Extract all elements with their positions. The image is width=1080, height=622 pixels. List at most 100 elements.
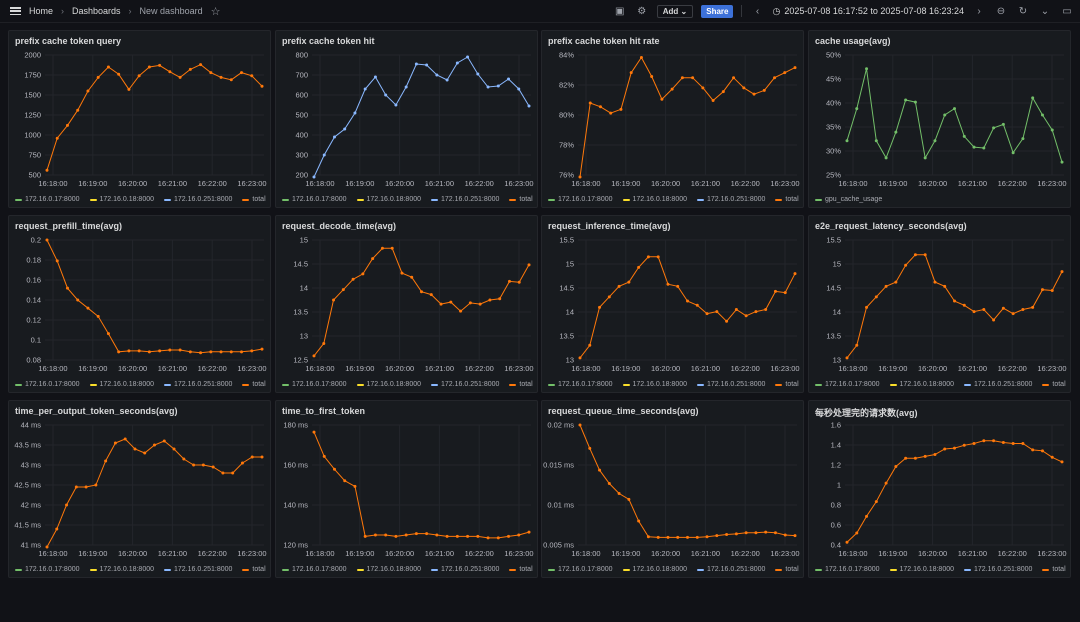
data-point[interactable] [855, 107, 859, 111]
data-point[interactable] [322, 454, 326, 458]
data-point[interactable] [250, 74, 254, 78]
data-point[interactable] [384, 93, 388, 97]
data-point[interactable] [845, 540, 849, 544]
data-point[interactable] [764, 307, 768, 311]
data-point[interactable] [1011, 312, 1015, 316]
data-point[interactable] [972, 145, 976, 149]
data-point[interactable] [1040, 113, 1044, 117]
data-point[interactable] [231, 471, 235, 475]
data-point[interactable] [732, 76, 736, 80]
legend-item[interactable]: 172.16.0.17:8000 [548, 381, 613, 388]
data-point[interactable] [953, 107, 956, 111]
data-point[interactable] [414, 62, 418, 66]
data-point[interactable] [527, 104, 531, 108]
data-point[interactable] [455, 61, 459, 65]
data-point[interactable] [86, 306, 90, 310]
data-point[interactable] [629, 71, 633, 75]
data-point[interactable] [715, 310, 719, 314]
legend-item[interactable]: 172.16.0.17:8000 [815, 566, 880, 573]
data-point[interactable] [199, 63, 203, 67]
legend-item[interactable]: 172.16.0.251:8000 [431, 381, 499, 388]
data-point[interactable] [578, 175, 582, 179]
data-point[interactable] [588, 446, 592, 450]
data-point[interactable] [686, 535, 689, 539]
data-point[interactable] [496, 84, 500, 88]
zoom-out-icon[interactable]: ⊖ [996, 5, 1006, 17]
data-point[interactable] [178, 75, 182, 79]
data-point[interactable] [353, 111, 357, 115]
data-point[interactable] [517, 280, 521, 284]
data-point[interactable] [953, 446, 956, 450]
legend-item[interactable]: 172.16.0.251:8000 [697, 566, 765, 573]
legend-item[interactable]: 172.16.0.18:8000 [622, 196, 687, 203]
data-point[interactable] [904, 263, 908, 267]
data-point[interactable] [332, 298, 336, 302]
data-point[interactable] [1050, 128, 1054, 132]
legend-item[interactable]: 172.16.0.17:8000 [15, 381, 80, 388]
data-point[interactable] [312, 430, 316, 434]
data-point[interactable] [913, 100, 917, 104]
time-range-picker[interactable]: ◷ 2025-07-08 16:17:52 to 2025-07-08 16:2… [772, 6, 964, 17]
data-point[interactable] [686, 299, 689, 303]
data-point[interactable] [380, 246, 384, 250]
data-point[interactable] [74, 485, 78, 489]
data-point[interactable] [874, 295, 878, 299]
data-point[interactable] [240, 461, 244, 465]
data-point[interactable] [76, 108, 80, 112]
chevron-left-icon[interactable]: ‹ [755, 5, 760, 17]
data-point[interactable] [45, 168, 49, 172]
data-point[interactable] [425, 63, 429, 67]
data-point[interactable] [527, 263, 531, 267]
legend-item[interactable]: total [509, 381, 533, 388]
data-point[interactable] [127, 87, 131, 91]
data-point[interactable] [617, 284, 621, 288]
data-point[interactable] [455, 534, 459, 538]
data-point[interactable] [992, 439, 996, 443]
data-point[interactable] [113, 441, 117, 445]
data-point[interactable] [459, 309, 463, 313]
panel-title[interactable]: 每秒处理完的请求数(avg) [815, 408, 918, 418]
legend-item[interactable]: total [509, 196, 533, 203]
data-point[interactable] [680, 76, 684, 80]
data-point[interactable] [199, 351, 203, 355]
data-point[interactable] [578, 356, 582, 360]
data-point[interactable] [209, 71, 213, 75]
data-point[interactable] [933, 453, 937, 457]
data-point[interactable] [96, 314, 100, 318]
data-point[interactable] [992, 126, 996, 130]
data-point[interactable] [466, 55, 470, 59]
data-point[interactable] [666, 282, 670, 286]
data-point[interactable] [373, 533, 377, 537]
data-point[interactable] [106, 332, 110, 336]
data-point[interactable] [874, 139, 878, 143]
data-point[interactable] [250, 349, 254, 353]
legend-item[interactable]: 172.16.0.251:8000 [697, 381, 765, 388]
data-point[interactable] [341, 288, 345, 292]
data-point[interactable] [117, 72, 121, 76]
data-point[interactable] [762, 88, 766, 92]
data-point[interactable] [865, 514, 869, 518]
legend-item[interactable]: total [775, 566, 799, 573]
data-point[interactable] [143, 451, 147, 455]
data-point[interactable] [904, 98, 908, 102]
data-point[interactable] [695, 303, 699, 307]
data-point[interactable] [588, 101, 592, 105]
data-point[interactable] [312, 175, 316, 179]
data-point[interactable] [894, 280, 898, 284]
legend-item[interactable]: 172.16.0.17:8000 [282, 381, 347, 388]
data-point[interactable] [660, 97, 664, 101]
data-point[interactable] [1050, 455, 1054, 459]
data-point[interactable] [773, 289, 777, 293]
data-point[interactable] [1060, 460, 1064, 464]
data-point[interactable] [1021, 307, 1025, 311]
data-point[interactable] [498, 297, 502, 301]
data-point[interactable] [894, 465, 898, 469]
data-point[interactable] [343, 479, 347, 483]
data-point[interactable] [705, 312, 709, 316]
data-point[interactable] [65, 503, 69, 507]
data-point[interactable] [894, 130, 898, 134]
data-point[interactable] [1060, 160, 1064, 164]
data-point[interactable] [351, 277, 355, 281]
data-point[interactable] [219, 350, 223, 354]
panel-prefix-cache-token-hit[interactable]: prefix cache token hit 200 300 400 500 600 700… [275, 30, 538, 208]
